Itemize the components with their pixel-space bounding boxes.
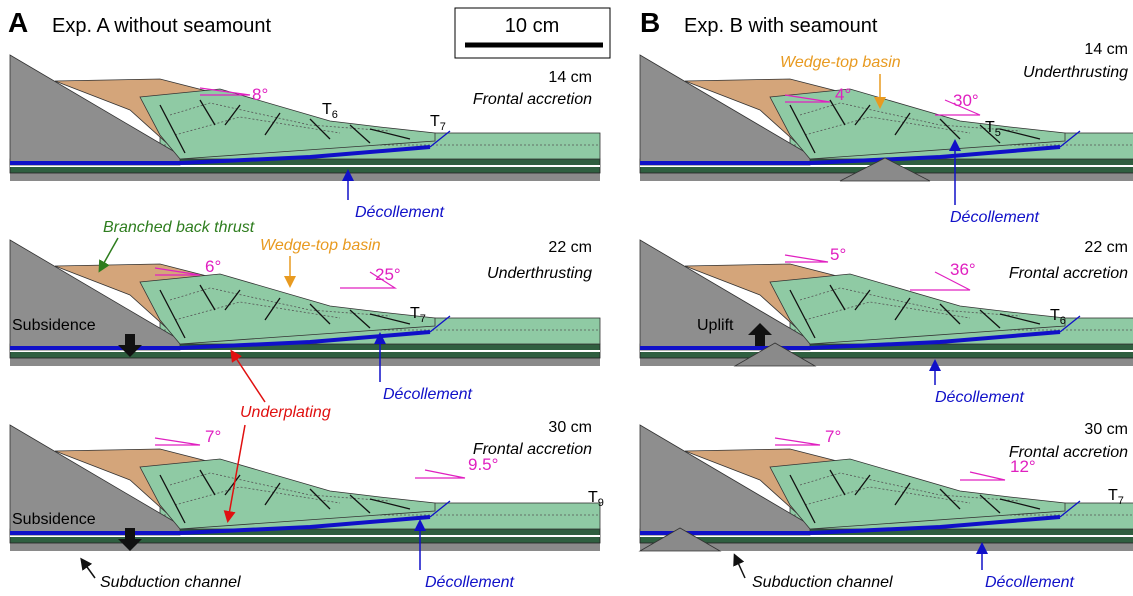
- shortening: 14 cm: [548, 69, 592, 86]
- mode: Frontal accretion: [473, 91, 592, 108]
- thrust-label: T7: [430, 113, 446, 133]
- thrust-sub: 7: [440, 121, 446, 133]
- annotation: Underplating: [240, 404, 331, 421]
- annotation: Wedge-top basin: [780, 54, 901, 71]
- shortening: 30 cm: [548, 419, 592, 436]
- taper-angle: 12°: [1010, 457, 1036, 476]
- annotation: Décollement: [985, 574, 1074, 591]
- scale-label: 10 cm: [505, 15, 559, 37]
- panel-title: Exp. A without seamount: [52, 15, 271, 37]
- annotation: Décollement: [935, 389, 1024, 406]
- thrust-base: T: [410, 305, 420, 322]
- angle-marker: [785, 255, 828, 262]
- arrow: [735, 556, 745, 578]
- taper-angle: 8°: [252, 85, 268, 104]
- annotation: Subsidence: [12, 511, 96, 528]
- thrust-base: T: [430, 113, 440, 130]
- annotation: Branched back thrust: [103, 219, 255, 236]
- shortening: 14 cm: [1084, 41, 1128, 58]
- taper-angle: 7°: [205, 427, 221, 446]
- thrust-sub: 7: [1118, 495, 1124, 507]
- thrust-sub: 5: [995, 127, 1001, 139]
- annotation: Décollement: [383, 386, 472, 403]
- taper-angle: 25°: [375, 265, 401, 284]
- annotation: Subduction channel: [752, 574, 893, 591]
- shortening: 30 cm: [1084, 421, 1128, 438]
- angle-marker: [155, 438, 200, 445]
- mode: Frontal accretion: [1009, 265, 1128, 282]
- panel-letter: B: [640, 7, 660, 38]
- thrust-label: T6: [322, 101, 338, 121]
- thrust-base: T: [1108, 487, 1118, 504]
- annotation: Wedge-top basin: [260, 237, 381, 254]
- taper-angle: 4°: [835, 85, 851, 104]
- annotation: Décollement: [950, 209, 1039, 226]
- thrust-sub: 9: [598, 497, 604, 509]
- annotation: Uplift: [697, 317, 734, 334]
- taper-angle: 30°: [953, 91, 979, 110]
- angle-marker: [960, 472, 1005, 480]
- shortening: 22 cm: [548, 239, 592, 256]
- annotation: Subsidence: [12, 317, 96, 334]
- angle-marker: [775, 438, 820, 445]
- annotation: Subduction channel: [100, 574, 241, 591]
- taper-angle: 7°: [825, 427, 841, 446]
- figure: A Exp. A without seamount 10 cm 8° T6 T7…: [0, 0, 1133, 596]
- shortening: 22 cm: [1084, 239, 1128, 256]
- cross-section: [10, 240, 600, 366]
- panel-letter: A: [8, 7, 28, 38]
- thrust-sub: 6: [1060, 315, 1066, 327]
- mode: Underthrusting: [1023, 64, 1128, 81]
- taper-angle: 6°: [205, 257, 221, 276]
- thrust-sub: 7: [420, 313, 426, 325]
- mode: Underthrusting: [487, 265, 592, 282]
- thrust-base: T: [588, 489, 598, 506]
- thrust-base: T: [322, 101, 332, 118]
- panel-title: Exp. B with seamount: [684, 15, 878, 37]
- angle-marker: [415, 470, 465, 478]
- thrust-base: T: [1050, 307, 1060, 324]
- cross-section: [10, 55, 600, 181]
- annotation: Décollement: [425, 574, 514, 591]
- annotation: Décollement: [355, 204, 444, 221]
- taper-angle: 5°: [830, 245, 846, 264]
- taper-angle: 9.5°: [468, 455, 498, 474]
- taper-angle: 36°: [950, 260, 976, 279]
- arrow: [82, 560, 95, 578]
- cross-section: [640, 240, 1133, 366]
- thrust-sub: 6: [332, 109, 338, 121]
- thrust-base: T: [985, 119, 995, 136]
